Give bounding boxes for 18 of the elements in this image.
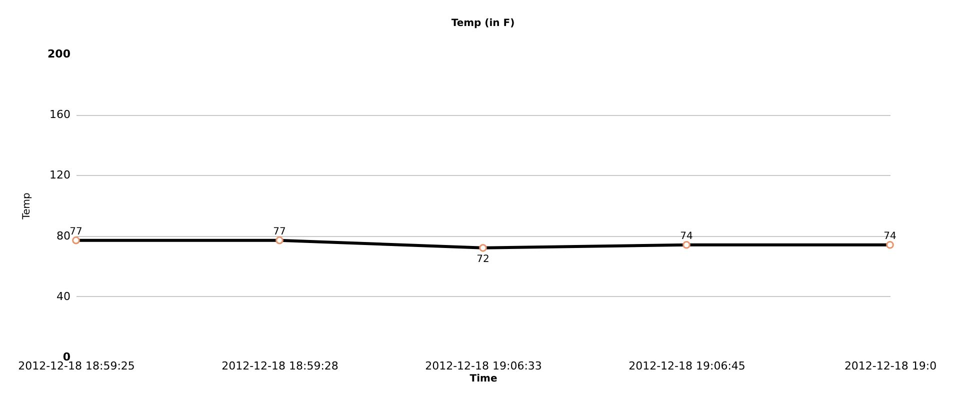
- x-tick-label: 2012-12-18 19:06:33: [425, 360, 542, 372]
- data-label: 74: [680, 230, 693, 242]
- x-tick-label: 2012-12-18 19:06:45: [628, 360, 746, 372]
- y-tick-label: 80: [56, 229, 70, 242]
- y-tick-label: 200: [48, 48, 71, 60]
- x-tick-label: 2012-12-18 18:59:28: [222, 360, 338, 372]
- x-tick-label: 2012-12-18 18:59:25: [18, 360, 135, 372]
- x-tick-label: 2012-12-18 19:0: [844, 360, 937, 372]
- x-axis-title: Time: [470, 374, 498, 384]
- chart-title: Temp (in F): [451, 18, 515, 29]
- y-tick-label: 40: [56, 290, 70, 303]
- y-axis-title: Temp: [22, 192, 33, 220]
- data-label: 74: [884, 230, 896, 242]
- data-label: 72: [476, 254, 490, 265]
- data-label: 77: [70, 226, 82, 238]
- data-label: 77: [273, 226, 286, 238]
- y-tick-label: 160: [50, 108, 70, 122]
- y-tick-label: 120: [50, 168, 70, 182]
